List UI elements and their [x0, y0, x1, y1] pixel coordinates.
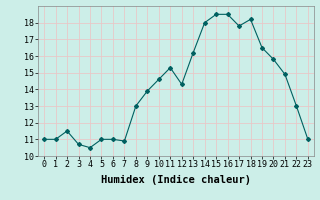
X-axis label: Humidex (Indice chaleur): Humidex (Indice chaleur)	[101, 175, 251, 185]
